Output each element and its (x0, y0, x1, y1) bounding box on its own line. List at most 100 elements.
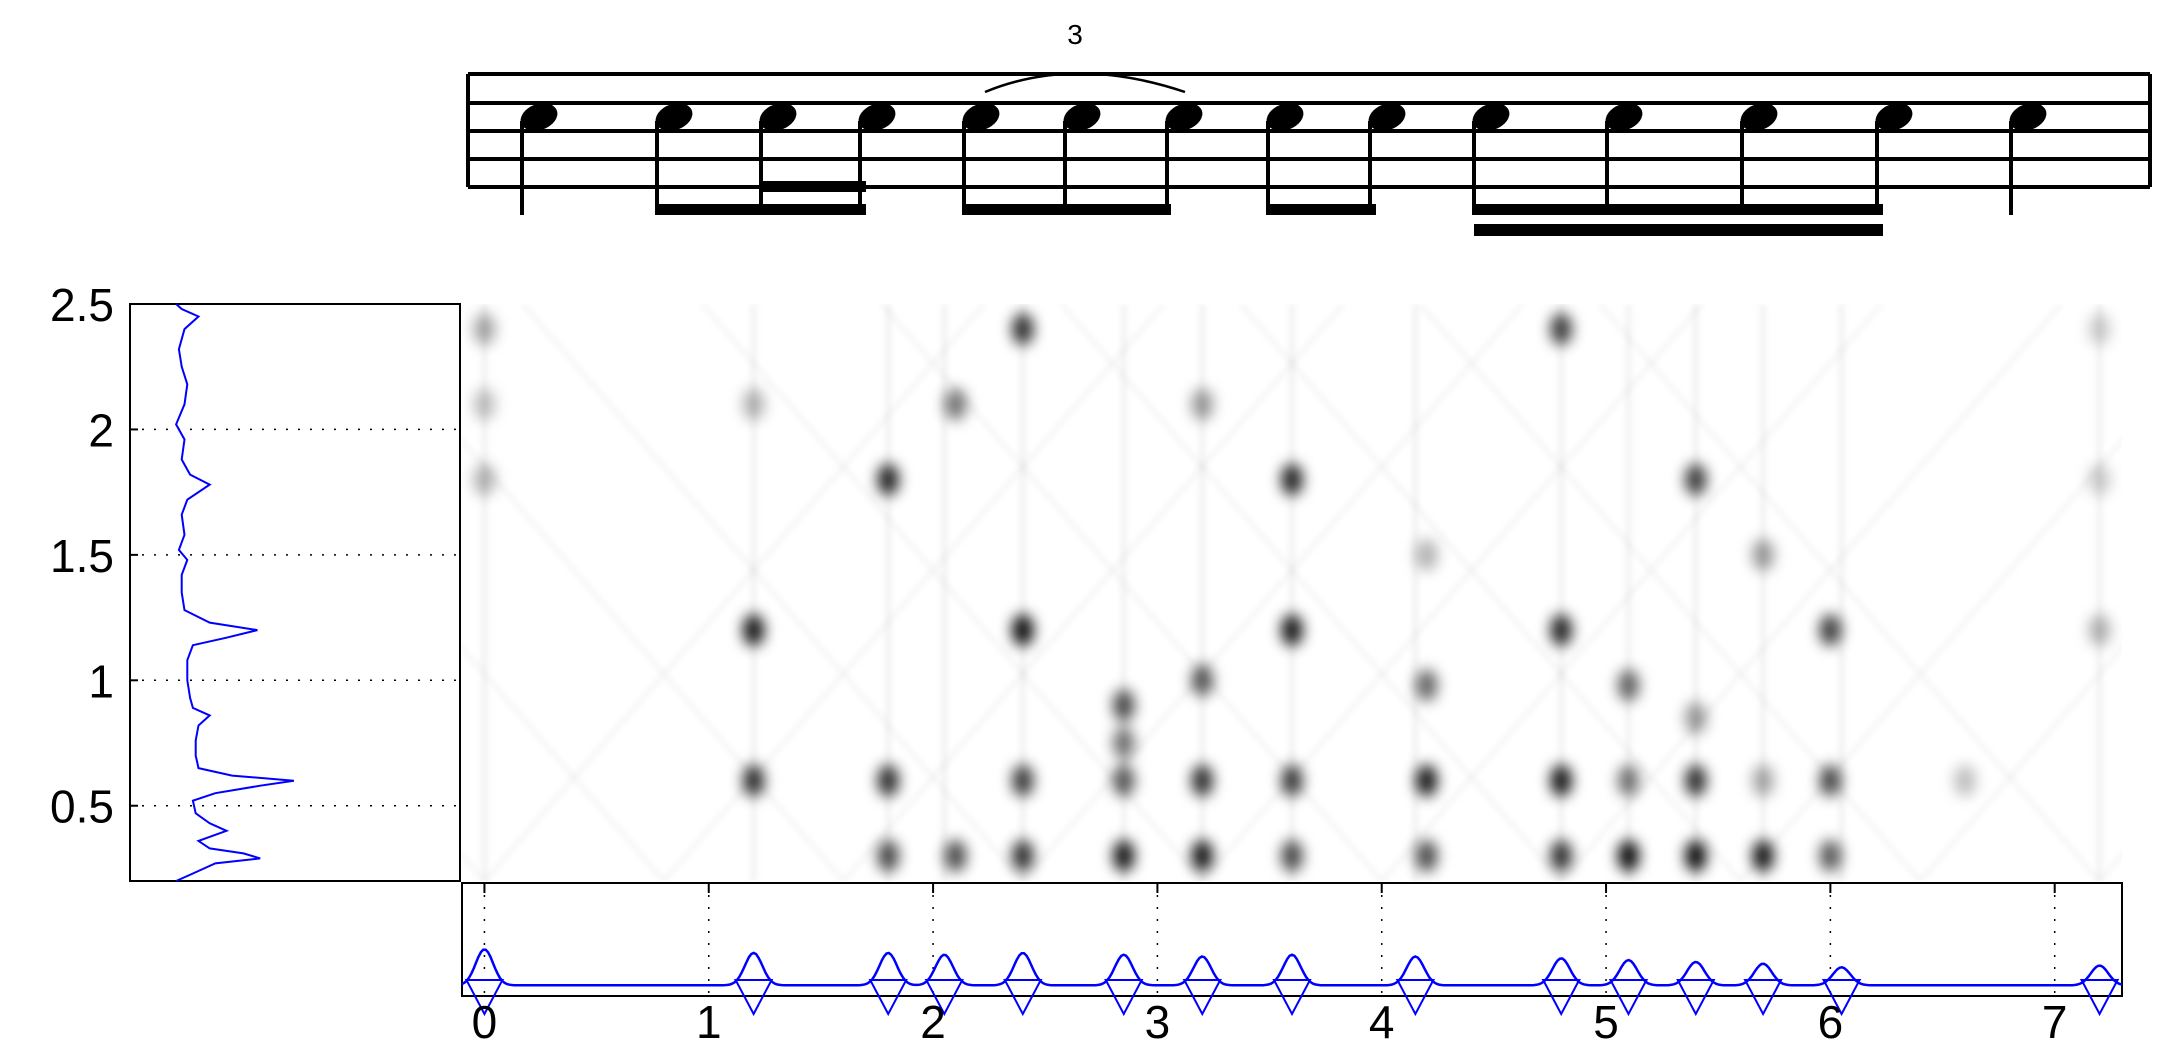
heatmap-streak (1061, 304, 1561, 881)
onset-marker (1003, 979, 1043, 1017)
onset-marker (1182, 979, 1222, 1017)
note-head (1740, 103, 1778, 131)
x-axis-ticks: 0 1 2 3 4 5 6 7 (472, 883, 2068, 1048)
y-tick-label: 1 (88, 655, 114, 707)
heatmap-cell (2088, 313, 2111, 346)
heatmap-cell (742, 764, 765, 797)
heatmap-streak (484, 304, 984, 881)
heatmap-cell (742, 614, 765, 647)
heatmap-streak (1420, 304, 1920, 881)
heatmap-cell (473, 388, 496, 421)
heatmap-cell (1684, 463, 1707, 496)
note-head (2009, 103, 2047, 131)
onset-marker (1608, 979, 1649, 1017)
heatmap-cell (1112, 839, 1135, 872)
heatmap-cell (1281, 614, 1303, 647)
x-tick-label: 6 (1818, 996, 1844, 1048)
heatmap-cell (1191, 664, 1214, 697)
heatmap-cell (2088, 614, 2111, 647)
heatmap-cell (1191, 839, 1214, 872)
note-group (520, 72, 2047, 236)
note-beam (657, 204, 866, 215)
note-head (1368, 103, 1406, 131)
heatmap-streak (1600, 304, 2100, 881)
note-head (1605, 103, 1643, 131)
heatmap-cell (1011, 313, 1034, 346)
heatmap-cell (473, 313, 496, 346)
note-head (759, 103, 797, 131)
heatmap-cell (1752, 538, 1775, 571)
note-beam (964, 204, 1171, 215)
heatmap-cell (944, 839, 967, 872)
heatmap-cell (1415, 669, 1438, 702)
tuplet-slur (984, 72, 1186, 94)
heatmap-cell (1953, 764, 1976, 797)
heatmap-cell (1281, 839, 1303, 872)
heatmap-cell (1112, 764, 1135, 797)
heatmap-streak (1023, 304, 1523, 881)
heatmap-cell (1550, 839, 1573, 872)
heatmap-cell (1752, 764, 1775, 797)
heatmap-cell (877, 463, 900, 496)
heatmap-cell (1281, 463, 1303, 496)
heatmap-streak (343, 304, 843, 881)
heatmap-cell (1617, 839, 1640, 872)
onset-marker (1821, 979, 1862, 1017)
heatmap-cell (1191, 388, 1214, 421)
heatmap-cell (2088, 463, 2111, 496)
bottom-panel-grid (483, 883, 2056, 996)
heatmap-cell (1819, 614, 1842, 647)
note-beam (1474, 224, 1883, 236)
heatmap-streak (1561, 304, 2061, 881)
heatmap-cell (1684, 764, 1707, 797)
heatmap-cell (742, 388, 765, 421)
novelty-curve (461, 948, 2123, 987)
note-head (520, 103, 558, 131)
note-head (962, 103, 1000, 131)
heatmap-cell (1011, 839, 1034, 872)
x-tick-label: 2 (920, 996, 946, 1048)
music-notation-score: 3 (466, 19, 2152, 236)
onset-marker (924, 979, 964, 1017)
onset-marker (1541, 979, 1581, 1017)
heatmap-cell (1819, 764, 1842, 797)
x-tick-label: 4 (1369, 996, 1395, 1048)
heatmap-cell (1415, 764, 1438, 797)
heatmap-cell (1281, 764, 1303, 797)
onset-marker (1676, 979, 1716, 1017)
heatmap-cell (877, 764, 900, 797)
heatmap-streak (1920, 304, 2174, 881)
heatmap-blobs (473, 313, 2111, 872)
heatmap-cell (1819, 839, 1842, 872)
staff-lines (466, 72, 2152, 189)
left-panel-grid (130, 303, 464, 807)
heatmap-cell (1415, 839, 1438, 872)
tuplet-label: 3 (1067, 19, 1083, 50)
note-head (858, 103, 896, 131)
heatmap-cell (1684, 701, 1707, 734)
onset-markers (464, 979, 2120, 1017)
note-beam (1474, 204, 1883, 215)
onset-marker (1743, 979, 1783, 1017)
heatmap-cell (1550, 313, 1573, 346)
onset-marker (2079, 979, 2120, 1017)
heatmap-streak (1241, 304, 1741, 881)
y-tick-label: 1.5 (50, 530, 114, 582)
heatmap-streak (523, 304, 1023, 881)
heatmap-streaks (343, 304, 2174, 881)
left-panel-frame (129, 303, 461, 882)
heatmap-cell (1011, 764, 1034, 797)
y-tick-label: 2.5 (50, 279, 114, 331)
left-profile-panel: 0.5 1 1.5 2 2.5 (50, 279, 464, 882)
y-tick-label: 0.5 (50, 781, 114, 833)
heatmap-cell (1011, 614, 1034, 647)
x-tick-label: 1 (696, 996, 722, 1048)
heatmap-cell (1415, 538, 1438, 571)
heatmap-cell (1617, 669, 1640, 702)
heatmap-cell (473, 463, 496, 496)
note-beam (1268, 204, 1376, 215)
note-head (1266, 103, 1304, 131)
onset-marker (733, 979, 774, 1017)
x-tick-label: 7 (2042, 996, 2068, 1048)
left-profile-curve (174, 303, 295, 882)
